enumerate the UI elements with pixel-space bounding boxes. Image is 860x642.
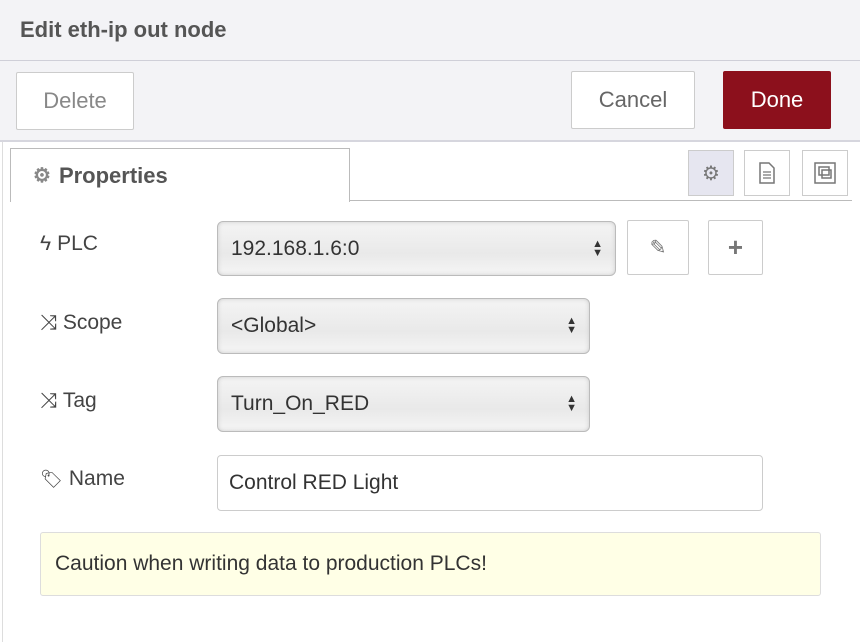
select-value: 192.168.1.6:0 bbox=[231, 236, 360, 260]
shuffle-icon: ⤨ bbox=[40, 389, 57, 412]
tag-icon: 🏷 bbox=[40, 468, 63, 489]
dialog-header: Edit eth-ip out node bbox=[0, 0, 860, 61]
label-text: Name bbox=[68, 467, 125, 490]
select-value: Turn_On_RED bbox=[231, 392, 370, 415]
description-button[interactable] bbox=[744, 150, 790, 196]
plus-icon: + bbox=[727, 232, 744, 262]
properties-gear-button[interactable]: ⚙ bbox=[688, 150, 734, 196]
cancel-button[interactable]: Cancel bbox=[571, 71, 695, 129]
label-text: PLC bbox=[57, 232, 98, 255]
plc-label: ϟ PLC bbox=[40, 232, 98, 256]
label-text: Tag bbox=[62, 389, 97, 412]
add-plc-button[interactable]: + bbox=[708, 220, 763, 275]
sort-arrows-icon: ▲ ▼ bbox=[592, 237, 603, 259]
select-value: <Global> bbox=[231, 314, 317, 337]
name-label: 🏷 Name bbox=[40, 467, 125, 491]
dialog-toolbar: Delete Cancel Done bbox=[0, 61, 860, 142]
appearance-button[interactable] bbox=[802, 150, 848, 196]
document-icon bbox=[759, 162, 775, 184]
tag-label: ⤨ Tag bbox=[40, 389, 97, 413]
gear-icon: ⚙ bbox=[33, 165, 51, 187]
label-text: Scope bbox=[62, 311, 123, 334]
scope-label: ⤨ Scope bbox=[40, 311, 122, 335]
shuffle-icon: ⤨ bbox=[40, 311, 57, 334]
delete-button[interactable]: Delete bbox=[16, 72, 134, 130]
done-button[interactable]: Done bbox=[723, 71, 831, 129]
bolt-icon: ϟ bbox=[40, 232, 52, 255]
pencil-icon: ✎ bbox=[649, 237, 667, 259]
plc-select[interactable]: 192.168.1.6:0 ▲ ▼ bbox=[217, 221, 616, 276]
sort-arrows-icon: ▲ ▼ bbox=[566, 393, 577, 414]
gear-icon: ⚙ bbox=[702, 162, 720, 185]
edit-plc-button[interactable]: ✎ bbox=[627, 220, 689, 275]
sort-arrows-icon: ▲ ▼ bbox=[566, 315, 577, 336]
frame-icon bbox=[814, 162, 836, 184]
tab-label: Properties bbox=[58, 162, 168, 188]
caution-tip: Caution when writing data to production … bbox=[40, 532, 821, 596]
scope-select[interactable]: <Global> ▲ ▼ bbox=[217, 298, 590, 354]
divider bbox=[10, 200, 852, 201]
name-input[interactable]: Control RED Light bbox=[217, 455, 763, 511]
divider bbox=[2, 142, 3, 642]
dialog-title: Edit eth-ip out node bbox=[20, 17, 227, 42]
tab-properties[interactable]: ⚙ Properties bbox=[10, 148, 350, 202]
tag-select[interactable]: Turn_On_RED ▲ ▼ bbox=[217, 376, 590, 432]
